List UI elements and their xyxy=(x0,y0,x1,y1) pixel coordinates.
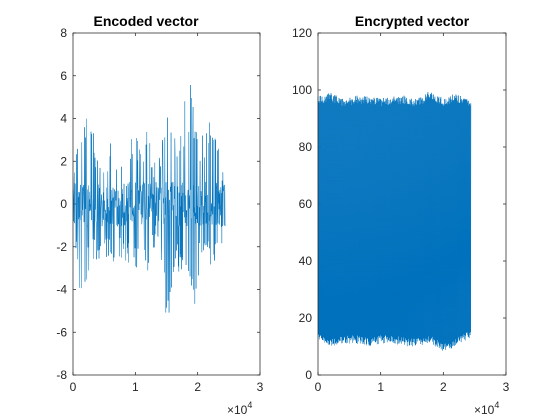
y-tick-label: -2 xyxy=(56,240,67,254)
x-tick-label: 2 xyxy=(194,380,201,394)
y-tick-label: -6 xyxy=(56,325,67,339)
y-tick-label: 80 xyxy=(299,140,313,154)
series-line xyxy=(317,91,472,351)
y-tick-label: 20 xyxy=(299,311,313,325)
plot-title: Encoded vector xyxy=(93,13,199,29)
y-tick-label: -8 xyxy=(56,368,67,382)
series-line xyxy=(72,84,226,313)
y-tick-label: 0 xyxy=(305,368,312,382)
encoded-vector-plot: Encoded vector 0 1 2 3 -8 -6 -4 -2 0 2 4 6 8 ×104 xyxy=(56,13,263,417)
x-tick-label: 3 xyxy=(257,380,264,394)
y-axis: -8 -6 -4 -2 0 2 4 6 8 xyxy=(56,26,260,382)
x-tick-label: 1 xyxy=(132,380,139,394)
y-axis: 0 20 40 60 80 100 120 xyxy=(292,26,506,382)
x-tick-label: 0 xyxy=(70,380,77,394)
x-tick-label: 1 xyxy=(377,380,384,394)
plot-title: Encrypted vector xyxy=(355,13,470,29)
x-tick-label: 0 xyxy=(315,380,322,394)
y-tick-label: 40 xyxy=(299,254,313,268)
y-tick-label: 60 xyxy=(299,197,313,211)
y-tick-label: -4 xyxy=(56,283,67,297)
y-tick-label: 4 xyxy=(60,112,67,126)
y-tick-label: 6 xyxy=(60,69,67,83)
x-exponent-label: ×104 xyxy=(474,400,499,417)
y-tick-label: 100 xyxy=(292,83,312,97)
plot-box xyxy=(317,32,507,376)
x-tick-label: 3 xyxy=(503,380,510,394)
x-tick-label: 2 xyxy=(440,380,447,394)
plot-box xyxy=(72,32,261,376)
y-tick-label: 120 xyxy=(292,26,312,40)
y-tick-label: 0 xyxy=(60,197,67,211)
x-exponent-label: ×104 xyxy=(227,400,252,417)
encoded-series xyxy=(72,84,226,313)
y-tick-label: 2 xyxy=(60,154,67,168)
encrypted-series xyxy=(317,91,472,351)
y-tick-label: 8 xyxy=(60,26,67,40)
encrypted-vector-plot: Encrypted vector 0 1 2 3 0 20 40 60 80 100 120 ×1… xyxy=(292,13,510,417)
